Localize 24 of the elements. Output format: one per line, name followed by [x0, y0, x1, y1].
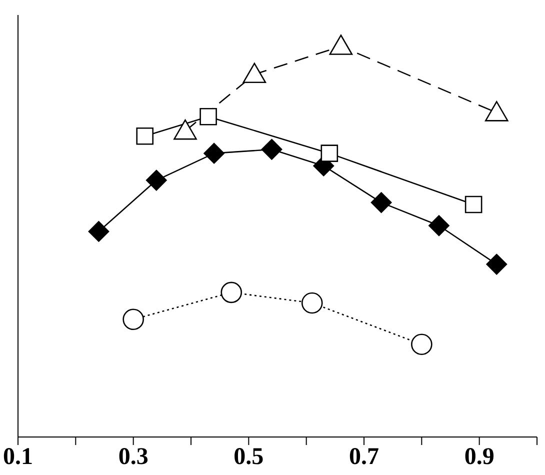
point: [484, 101, 508, 122]
point: [411, 334, 432, 356]
point: [301, 292, 323, 314]
point: [261, 138, 282, 160]
point: [136, 127, 154, 145]
point: [146, 170, 167, 191]
point: [320, 144, 338, 162]
point: [464, 196, 482, 214]
point: [242, 62, 266, 84]
point: [122, 308, 144, 330]
x-tick-label: 0.5: [234, 444, 264, 470]
x-tick-label: 0.1: [3, 444, 33, 470]
point: [220, 282, 242, 304]
point: [200, 108, 217, 126]
point: [204, 142, 225, 164]
point: [486, 254, 508, 275]
point: [329, 34, 353, 55]
point: [88, 220, 110, 242]
point: [174, 119, 197, 140]
x-tick-label: 0.3: [118, 444, 148, 470]
x-tick-label: 0.9: [464, 444, 494, 470]
point: [428, 215, 450, 236]
point: [370, 192, 392, 214]
x-tick-label: 0.7: [349, 444, 379, 470]
